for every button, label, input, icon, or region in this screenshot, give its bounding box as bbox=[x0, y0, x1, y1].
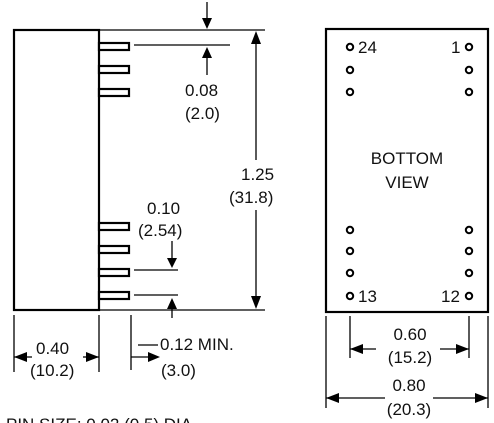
pin-label-24: 24 bbox=[358, 38, 377, 57]
pin-length-in: 0.12 MIN. bbox=[160, 335, 234, 354]
pin bbox=[97, 290, 131, 301]
bottom-view: 24 1 13 12 BOTTOM VIEW 0.60 (15.2) 0.80 … bbox=[324, 27, 490, 419]
pin-spacing-in: 0.08 bbox=[185, 81, 218, 100]
row-spacing-in: 0.60 bbox=[393, 325, 426, 344]
pin bbox=[97, 41, 131, 52]
pin-hole bbox=[345, 268, 355, 278]
pin-label-1: 1 bbox=[451, 38, 460, 57]
side-body bbox=[12, 28, 101, 312]
height-in: 1.25 bbox=[241, 165, 274, 184]
side-view: 0.08 (2.0) 1.25 (31.8) 0.10 (2.54) 0.12 … bbox=[12, 2, 274, 380]
pin-hole bbox=[464, 65, 474, 75]
row-spacing-mm: (15.2) bbox=[388, 348, 432, 367]
pin-length-mm: (3.0) bbox=[161, 361, 196, 380]
pin-hole bbox=[464, 42, 474, 52]
pin-pitch-mm: (2.54) bbox=[138, 221, 182, 240]
pin-hole bbox=[345, 246, 355, 256]
bottom-body bbox=[324, 27, 490, 314]
pin-hole bbox=[345, 291, 355, 301]
pin-hole bbox=[464, 268, 474, 278]
pin-hole bbox=[345, 65, 355, 75]
pin-pitch-in: 0.10 bbox=[147, 199, 180, 218]
bottom-view-title-line1: BOTTOM bbox=[371, 149, 443, 168]
pin bbox=[97, 87, 131, 98]
pin-label-12: 12 bbox=[441, 287, 460, 306]
pin bbox=[97, 267, 131, 278]
pin-hole bbox=[345, 225, 355, 235]
width-in: 0.40 bbox=[36, 339, 69, 358]
pin-label-13: 13 bbox=[358, 287, 377, 306]
height-mm: (31.8) bbox=[229, 188, 273, 207]
pin-size-note: PIN SIZE: 0.02 (0.5) DIA. bbox=[6, 415, 197, 423]
pin-hole bbox=[464, 225, 474, 235]
pin-spacing-mm: (2.0) bbox=[185, 104, 220, 123]
pin-hole bbox=[345, 87, 355, 97]
bottom-view-title-line2: VIEW bbox=[385, 173, 428, 192]
width-mm: (10.2) bbox=[30, 361, 74, 380]
overall-width-in: 0.80 bbox=[392, 376, 425, 395]
pin bbox=[97, 221, 131, 232]
pin-hole bbox=[345, 42, 355, 52]
pin bbox=[97, 244, 131, 255]
overall-width-mm: (20.3) bbox=[387, 400, 431, 419]
pin-hole bbox=[464, 246, 474, 256]
pin-hole bbox=[464, 291, 474, 301]
pin-hole bbox=[464, 87, 474, 97]
pin bbox=[97, 64, 131, 75]
